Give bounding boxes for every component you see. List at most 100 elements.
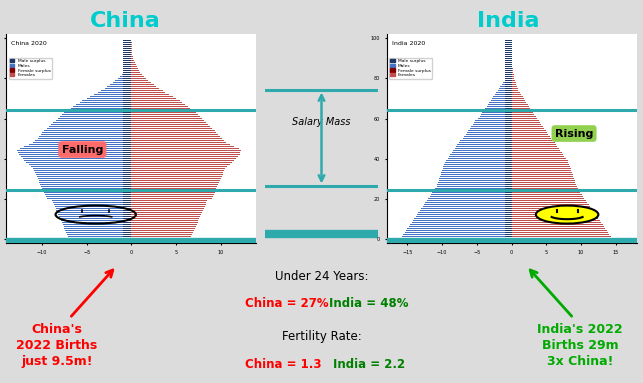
- Bar: [417, 214, 512, 216]
- Bar: [57, 210, 131, 211]
- Bar: [498, 90, 512, 92]
- Bar: [123, 42, 131, 43]
- Bar: [123, 101, 131, 103]
- Bar: [131, 132, 216, 133]
- Bar: [512, 164, 569, 165]
- Bar: [478, 118, 512, 119]
- Bar: [122, 74, 131, 75]
- Bar: [471, 126, 512, 128]
- Bar: [123, 88, 131, 89]
- Bar: [450, 154, 512, 155]
- Bar: [505, 65, 512, 67]
- Bar: [505, 208, 512, 210]
- Bar: [17, 150, 131, 151]
- Bar: [64, 228, 131, 229]
- Bar: [131, 92, 165, 93]
- Bar: [123, 192, 131, 193]
- Bar: [505, 57, 512, 59]
- Bar: [123, 65, 131, 67]
- Bar: [131, 150, 241, 151]
- Bar: [131, 124, 208, 125]
- Bar: [505, 39, 512, 41]
- Bar: [505, 100, 512, 101]
- Bar: [131, 62, 135, 64]
- Bar: [496, 92, 512, 93]
- Bar: [512, 106, 529, 107]
- Bar: [123, 106, 131, 107]
- Bar: [452, 152, 512, 154]
- Bar: [123, 230, 131, 231]
- Bar: [505, 184, 512, 185]
- Bar: [131, 196, 213, 198]
- Bar: [123, 56, 131, 57]
- Bar: [505, 132, 512, 133]
- Bar: [123, 54, 131, 56]
- Bar: [123, 83, 131, 85]
- Bar: [505, 154, 512, 155]
- Bar: [505, 178, 512, 180]
- Bar: [512, 74, 514, 75]
- Bar: [512, 78, 514, 79]
- Bar: [55, 119, 131, 121]
- Bar: [505, 106, 512, 107]
- Bar: [130, 57, 131, 59]
- Bar: [505, 78, 512, 79]
- Bar: [73, 106, 131, 107]
- Bar: [505, 228, 512, 229]
- Bar: [123, 226, 131, 228]
- Bar: [487, 106, 512, 107]
- Bar: [123, 198, 131, 200]
- Bar: [131, 226, 195, 228]
- Bar: [437, 184, 512, 185]
- Text: Falling: Falling: [62, 144, 103, 154]
- Bar: [87, 98, 131, 100]
- Bar: [123, 134, 131, 136]
- Bar: [131, 52, 132, 53]
- Bar: [512, 216, 597, 218]
- Bar: [505, 182, 512, 183]
- Bar: [123, 176, 131, 177]
- Bar: [512, 154, 563, 155]
- Bar: [41, 134, 131, 136]
- Bar: [131, 158, 236, 159]
- Bar: [131, 119, 204, 121]
- Bar: [123, 220, 131, 221]
- Bar: [94, 93, 131, 95]
- Bar: [456, 146, 512, 147]
- Bar: [512, 176, 574, 177]
- Bar: [512, 230, 607, 231]
- Bar: [131, 90, 163, 92]
- Bar: [131, 152, 240, 154]
- Bar: [131, 126, 210, 128]
- Bar: [123, 39, 131, 41]
- Bar: [512, 126, 543, 128]
- Bar: [131, 147, 239, 149]
- Bar: [428, 198, 512, 200]
- Bar: [512, 108, 530, 110]
- Text: Fertility Rate:: Fertility Rate:: [282, 330, 361, 343]
- Bar: [438, 182, 512, 183]
- Bar: [488, 104, 512, 105]
- Bar: [131, 204, 206, 205]
- Bar: [123, 152, 131, 154]
- Bar: [123, 49, 131, 51]
- Bar: [505, 46, 512, 47]
- Bar: [123, 144, 131, 146]
- Bar: [82, 100, 131, 101]
- Bar: [123, 224, 131, 226]
- Bar: [420, 210, 512, 211]
- Bar: [401, 238, 512, 239]
- Bar: [512, 122, 540, 123]
- Bar: [59, 118, 131, 119]
- Bar: [131, 136, 220, 137]
- Bar: [512, 218, 599, 219]
- Bar: [505, 134, 512, 136]
- Bar: [43, 190, 131, 192]
- Bar: [437, 186, 512, 187]
- Bar: [505, 93, 512, 95]
- Bar: [505, 78, 512, 79]
- Bar: [511, 60, 512, 61]
- Bar: [505, 137, 512, 139]
- Bar: [123, 124, 131, 125]
- Bar: [505, 210, 512, 211]
